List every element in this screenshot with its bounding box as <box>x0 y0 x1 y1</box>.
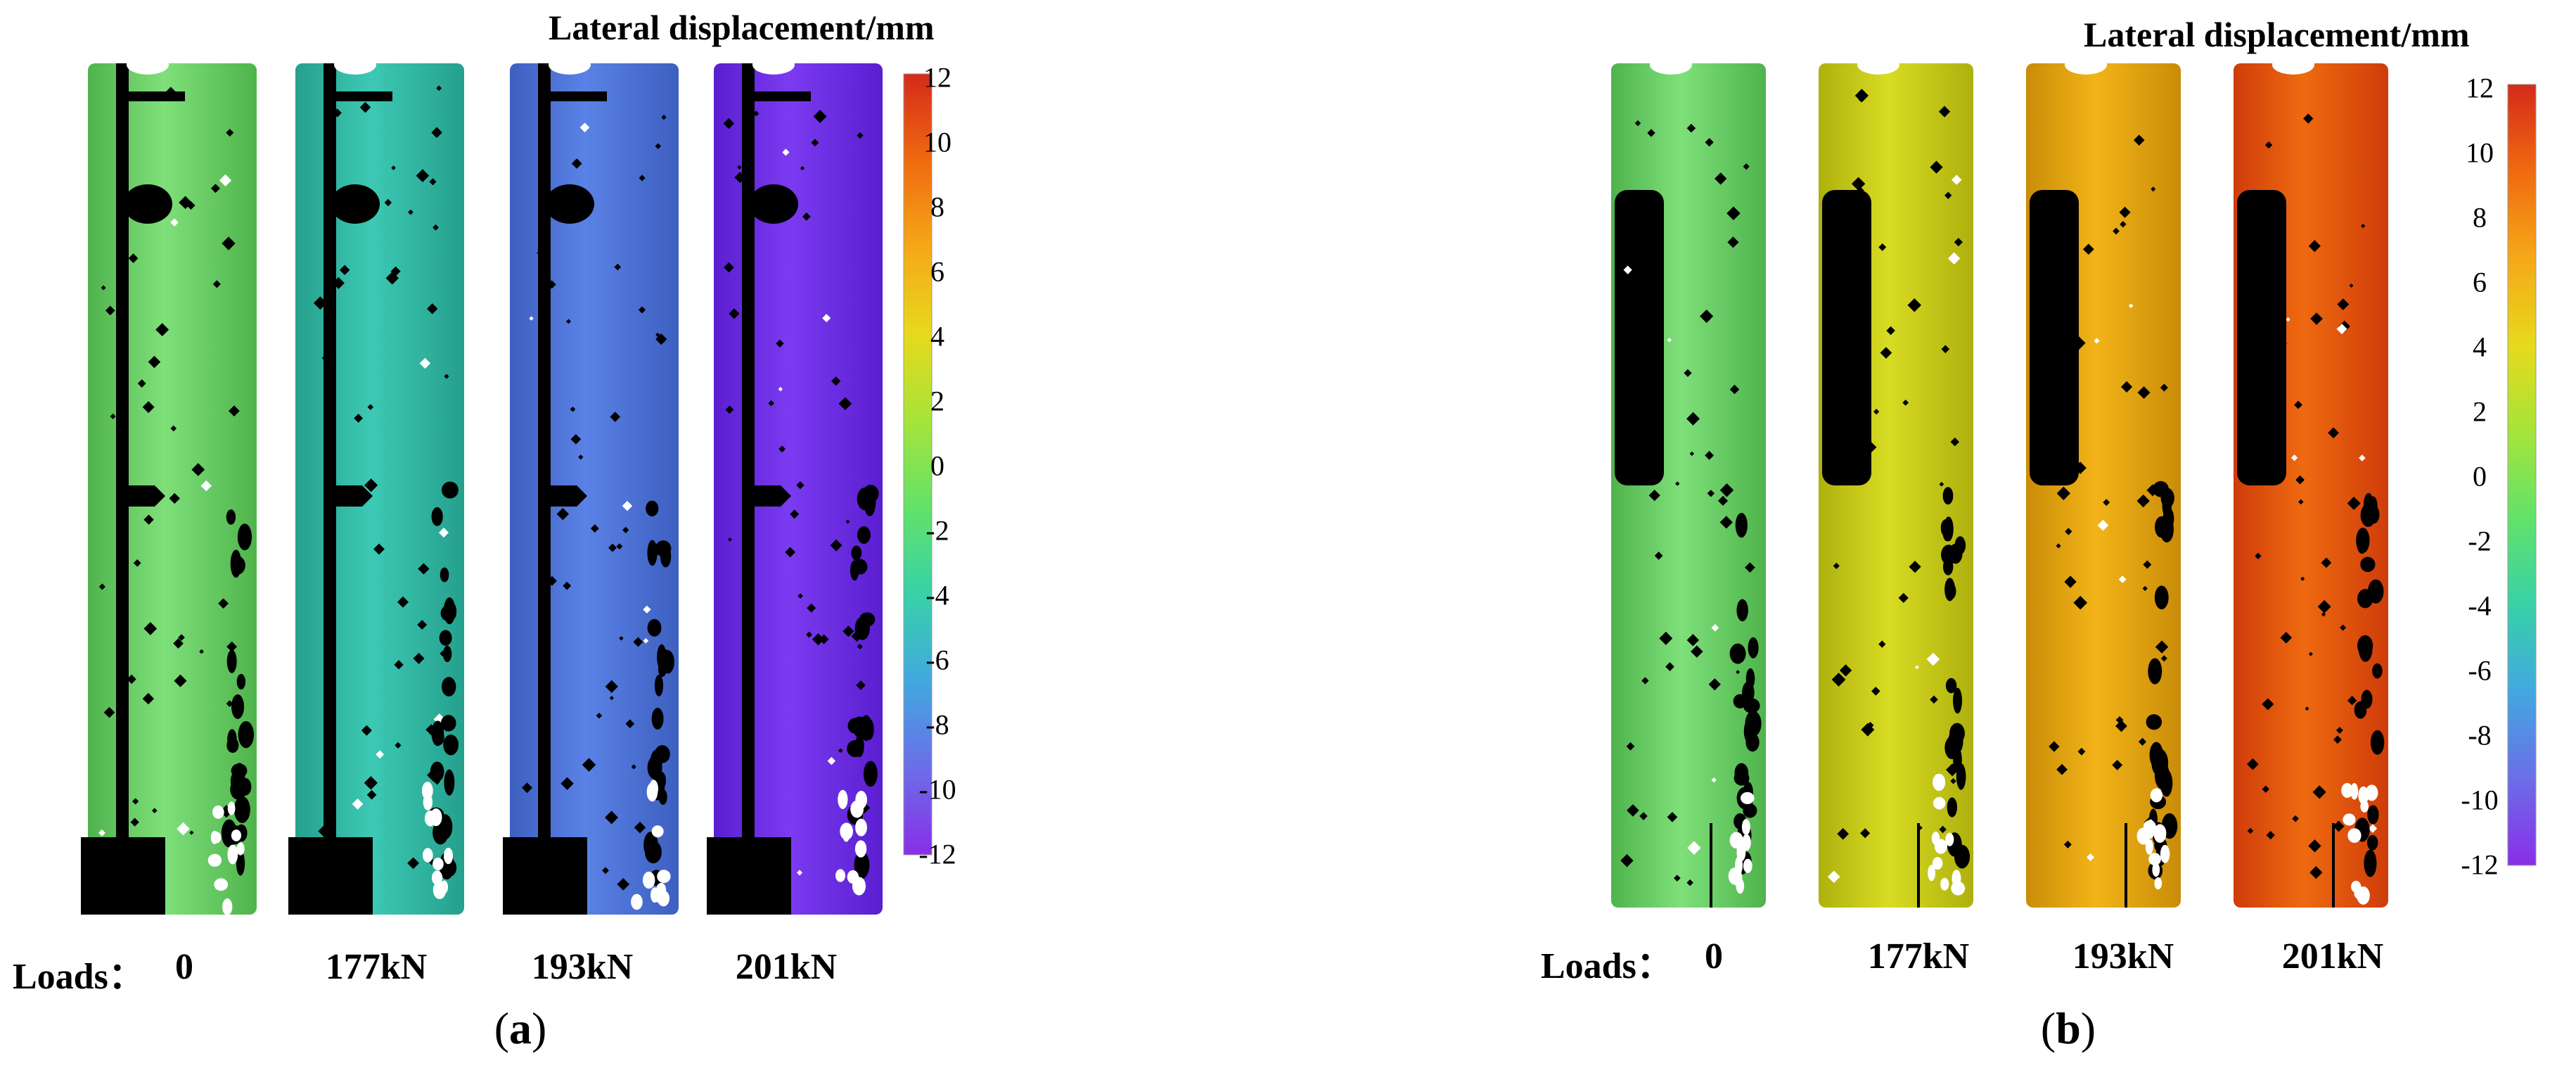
load-value: 201kN <box>735 947 838 987</box>
load-value: 177kN <box>325 947 428 987</box>
colorbar-tick-label: 10 <box>2466 136 2494 169</box>
colorbar-tick-label: -10 <box>2461 784 2499 816</box>
colorbar-tick-label: -2 <box>925 514 949 547</box>
colorbar-tick-label: 6 <box>930 255 944 288</box>
colorbar-tick-label: 4 <box>930 320 944 352</box>
column-specimen <box>2234 55 2388 908</box>
colorbar <box>903 73 933 855</box>
column-specimen <box>81 55 257 916</box>
loads-label: Loads： <box>1541 946 1673 986</box>
column-specimen <box>288 55 464 915</box>
panel-caption: (b) <box>2040 1003 2096 1053</box>
column-specimen <box>1819 55 1973 908</box>
colorbar-tick-label: -4 <box>925 579 949 611</box>
column-specimen <box>503 55 679 915</box>
colorbar-tick-label: 12 <box>923 61 951 94</box>
colorbar-tick-label: -12 <box>918 838 956 870</box>
panel-a-graphic <box>81 55 933 916</box>
colorbar-tick-label: 8 <box>930 191 944 223</box>
column-specimen <box>2026 55 2181 908</box>
load-value: 0 <box>175 947 193 987</box>
colorbar-tick-label: -8 <box>2468 719 2492 751</box>
colorbar-tick-label: -2 <box>2468 525 2492 557</box>
colorbar-tick-label: -6 <box>2468 654 2492 687</box>
colorbar <box>2507 84 2537 866</box>
load-value: 193kN <box>2072 936 2174 977</box>
colorbar-tick-label: 10 <box>923 126 951 158</box>
column-specimen <box>707 55 883 915</box>
panel-b: Lateral displacement/mm Loads： 0 177kN 1… <box>1288 0 2575 1075</box>
colorbar-title: Lateral displacement/mm <box>2084 15 2470 54</box>
panel-caption: (a) <box>494 1003 547 1053</box>
colorbar-title: Lateral displacement/mm <box>549 8 935 47</box>
load-value: 201kN <box>2281 936 2384 977</box>
load-value: 193kN <box>531 947 634 987</box>
colorbar-tick-label: 6 <box>2473 266 2487 298</box>
colorbar-tick-label: 4 <box>2473 331 2487 363</box>
colorbar-tick-label: 0 <box>2473 460 2487 492</box>
colorbar-tick-label: -6 <box>925 644 949 676</box>
colorbar-tick-label: -4 <box>2468 590 2492 622</box>
colorbar-tick-label: 2 <box>930 385 944 417</box>
panel-b-graphic <box>1611 55 2537 908</box>
column-specimen <box>1611 55 1766 908</box>
colorbar-tick-label: -10 <box>918 773 956 806</box>
load-value: 177kN <box>1867 936 1970 977</box>
colorbar-tick-label: -12 <box>2461 848 2499 881</box>
colorbar-tick-label: 8 <box>2473 201 2487 234</box>
colorbar-tick-label: 0 <box>930 450 944 482</box>
colorbar-tick-label: 2 <box>2473 395 2487 428</box>
colorbar-tick-label: 12 <box>2466 72 2494 104</box>
loads-label: Loads： <box>13 957 145 997</box>
panel-a: Lateral displacement/mm Loads： 0 177kN 1… <box>13 8 956 1053</box>
colorbar-tick-label: -8 <box>925 708 949 741</box>
load-value: 0 <box>1705 936 1723 977</box>
